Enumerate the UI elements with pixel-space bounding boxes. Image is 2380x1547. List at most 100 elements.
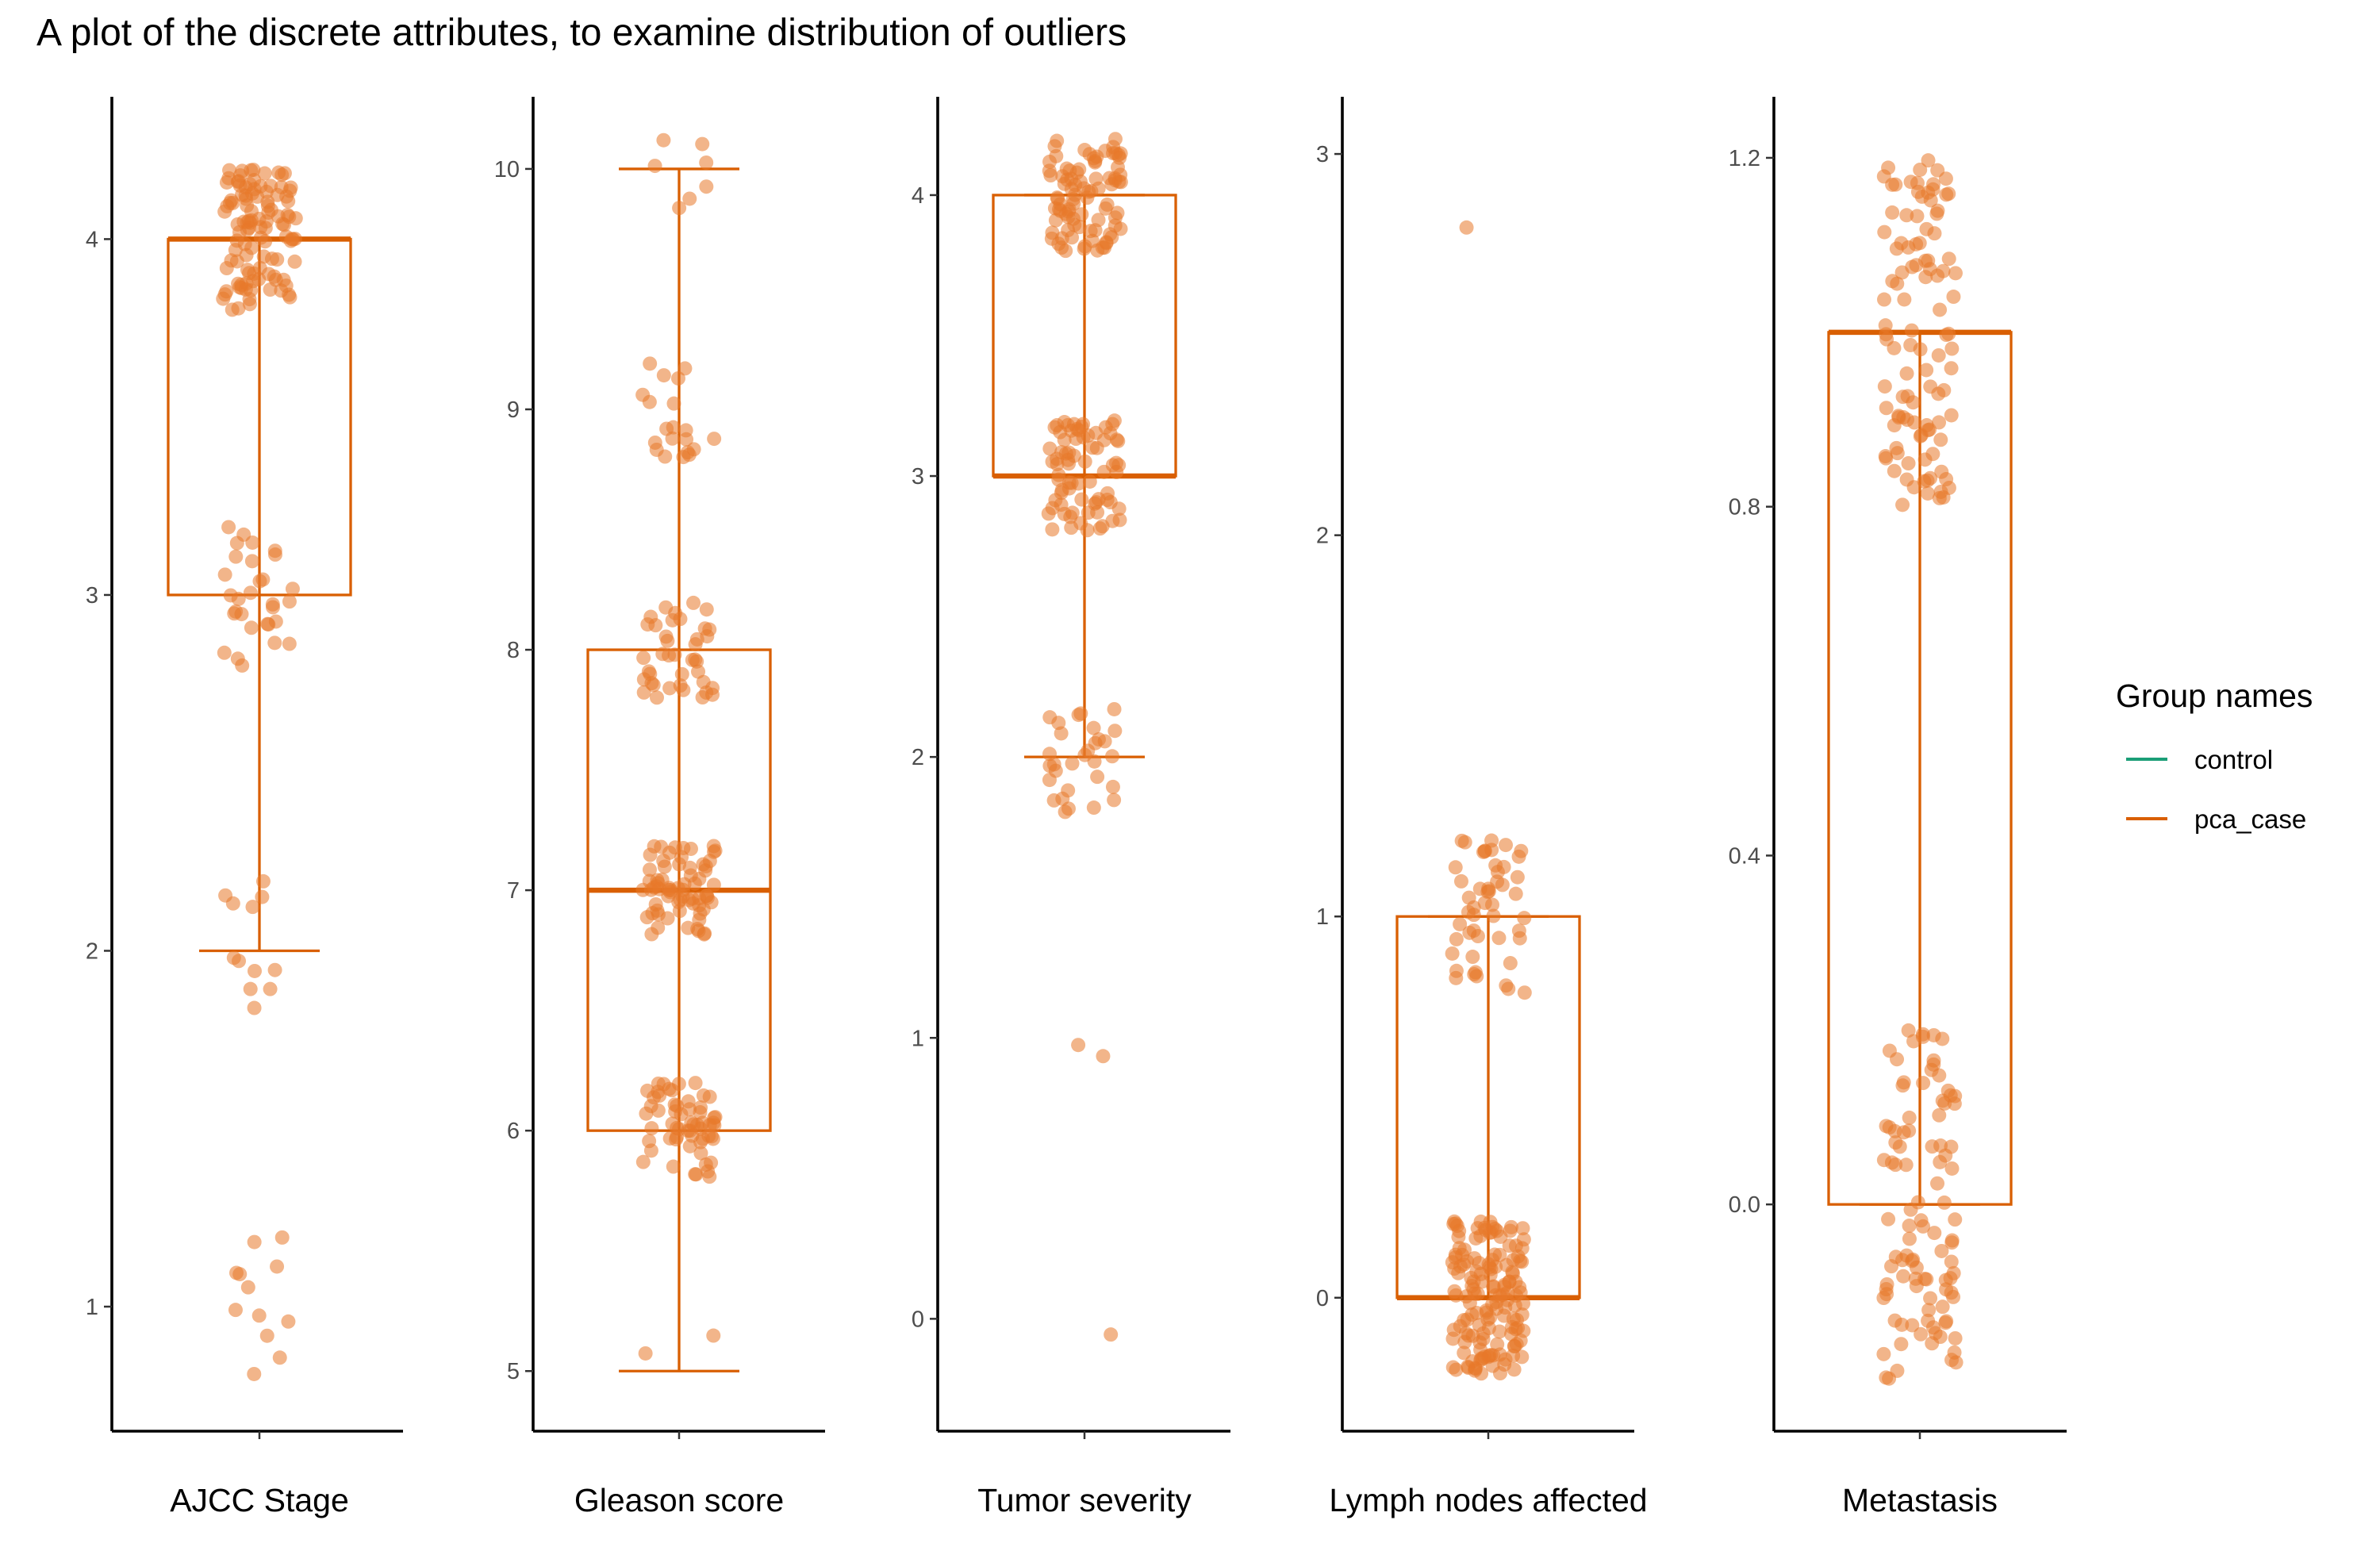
data-point	[1095, 240, 1110, 255]
x-axis-label: AJCC Stage	[170, 1482, 349, 1518]
y-tick-label: 1.2	[1729, 146, 1760, 171]
y-tick-label: 7	[507, 878, 520, 904]
legend-title: Group names	[2116, 678, 2313, 714]
data-point	[1902, 1231, 1917, 1246]
data-point	[1513, 1333, 1528, 1348]
data-point	[691, 664, 706, 679]
data-point	[1492, 1324, 1507, 1339]
data-point	[1451, 1230, 1466, 1245]
data-point	[1896, 1125, 1911, 1140]
data-point	[1515, 1221, 1530, 1236]
data-point	[265, 597, 280, 612]
data-point	[245, 900, 260, 915]
data-point	[1925, 1139, 1940, 1154]
data-point	[283, 180, 298, 195]
data-point	[647, 159, 662, 174]
data-point	[1089, 440, 1104, 455]
data-point	[1104, 1327, 1119, 1342]
data-point	[1454, 833, 1469, 848]
data-point	[1916, 1219, 1931, 1234]
data-point	[697, 927, 712, 942]
data-point	[1061, 452, 1076, 467]
data-point	[251, 271, 267, 286]
data-point	[1077, 747, 1092, 762]
data-point	[1899, 208, 1914, 223]
data-point	[679, 432, 694, 447]
data-point	[1933, 432, 1948, 447]
data-point	[656, 854, 671, 869]
data-point	[1488, 1288, 1503, 1303]
data-point	[1512, 931, 1527, 946]
data-point	[228, 1303, 243, 1318]
data-point	[267, 962, 282, 977]
data-point	[1944, 1254, 1959, 1269]
data-point	[676, 840, 691, 855]
data-point	[638, 1345, 653, 1361]
data-point	[1876, 1291, 1891, 1306]
data-point	[1104, 749, 1119, 764]
data-point	[1910, 1195, 1925, 1210]
data-point	[1091, 213, 1106, 228]
data-point	[271, 165, 286, 180]
data-point	[259, 1328, 274, 1343]
data-point	[674, 666, 689, 681]
data-point	[277, 217, 292, 232]
data-point	[1881, 1211, 1896, 1226]
data-point	[1477, 896, 1492, 911]
y-tick-label: 2	[912, 745, 924, 770]
data-point	[221, 520, 236, 535]
data-point	[649, 690, 664, 705]
data-point	[695, 136, 710, 152]
data-point	[255, 873, 271, 889]
y-tick-label: 0	[912, 1307, 924, 1332]
data-point	[639, 910, 654, 925]
data-point	[1948, 1212, 1963, 1227]
data-point	[1490, 1337, 1505, 1352]
data-point	[217, 287, 232, 302]
data-point	[247, 1000, 262, 1015]
data-point	[700, 629, 715, 644]
data-point	[636, 651, 651, 666]
data-point	[1944, 1161, 1960, 1176]
x-axis-label: Gleason score	[574, 1482, 784, 1518]
data-point	[643, 609, 658, 624]
data-point	[1492, 1247, 1507, 1262]
data-point	[1042, 710, 1058, 725]
data-point	[651, 920, 666, 935]
data-point	[1926, 1057, 1941, 1072]
y-tick-label: 5	[507, 1359, 520, 1384]
data-point	[706, 839, 721, 854]
data-point	[1917, 253, 1933, 268]
data-point	[1096, 1049, 1111, 1064]
data-point	[1923, 1291, 1938, 1306]
data-point	[255, 572, 271, 587]
data-point	[263, 981, 278, 996]
data-point	[635, 1154, 651, 1169]
data-point	[643, 356, 658, 371]
data-point	[1046, 793, 1061, 808]
data-point	[1503, 956, 1518, 971]
data-point	[1507, 1362, 1522, 1377]
data-point	[1468, 965, 1483, 980]
data-point	[1451, 1265, 1466, 1280]
data-point	[287, 254, 302, 269]
data-point	[1876, 1346, 1891, 1361]
data-point	[1885, 205, 1900, 220]
data-point	[1925, 1336, 1940, 1351]
data-point	[1920, 486, 1935, 501]
data-point	[644, 1121, 659, 1136]
data-point	[1453, 916, 1468, 931]
data-point	[270, 187, 285, 202]
data-point	[222, 163, 237, 178]
data-point	[1045, 522, 1060, 537]
data-point	[1107, 132, 1123, 147]
data-point	[1064, 475, 1079, 490]
data-point	[1944, 408, 1959, 423]
data-point	[228, 1265, 244, 1280]
data-point	[1088, 425, 1104, 440]
data-point	[1058, 804, 1073, 820]
data-point	[251, 1308, 267, 1323]
y-tick-label: 1	[86, 1295, 98, 1320]
data-point	[1899, 413, 1914, 428]
data-point	[672, 904, 687, 919]
